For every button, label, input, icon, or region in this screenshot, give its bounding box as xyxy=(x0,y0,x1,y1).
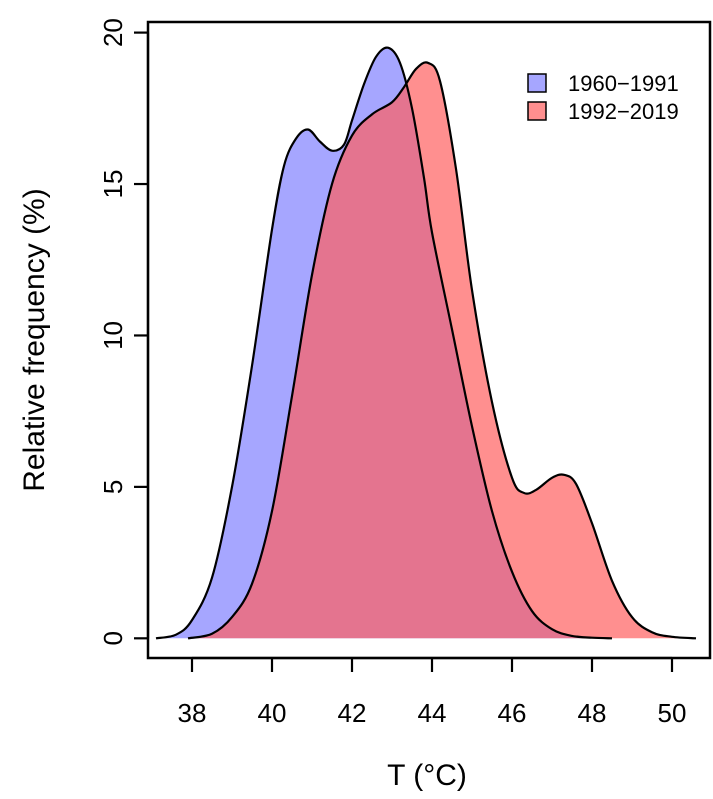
y-tick-label: 20 xyxy=(98,18,128,47)
x-axis-title: T (°C) xyxy=(387,759,467,792)
series-area-1992-2019 xyxy=(188,62,696,639)
legend-label-1960-1991: 1960−1991 xyxy=(568,71,679,96)
x-tick-label: 50 xyxy=(658,698,687,728)
series-fills xyxy=(156,47,696,639)
y-axis: 0 5 10 15 20 xyxy=(98,18,150,646)
x-tick-label: 38 xyxy=(178,698,207,728)
y-tick-label: 10 xyxy=(98,321,128,350)
legend: 1960−1991 1992−2019 xyxy=(527,71,679,124)
y-tick-label: 15 xyxy=(98,170,128,199)
x-tick-label: 48 xyxy=(578,698,607,728)
series-line-1960-1991 xyxy=(155,46,613,640)
x-tick-label: 42 xyxy=(338,698,367,728)
legend-swatch-1992-2019 xyxy=(527,101,547,121)
legend-label-1992-2019: 1992−2019 xyxy=(568,99,679,124)
y-tick-label: 0 xyxy=(98,631,128,645)
series-line-1992-2019 xyxy=(187,61,697,640)
y-axis-title: Relative frequency (%) xyxy=(18,188,51,491)
x-tick-label: 40 xyxy=(258,698,287,728)
x-axis: 38 40 42 44 46 48 50 xyxy=(178,656,687,728)
legend-swatch-1960-1991 xyxy=(527,73,547,93)
y-tick-label: 5 xyxy=(98,480,128,494)
x-tick-label: 46 xyxy=(498,698,527,728)
series-outlines xyxy=(155,46,697,640)
x-tick-label: 44 xyxy=(418,698,447,728)
